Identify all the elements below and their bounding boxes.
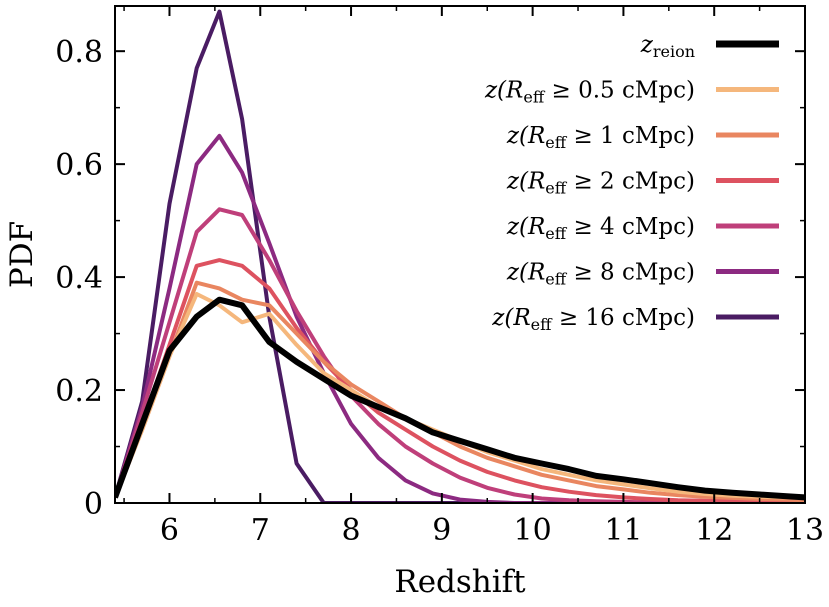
x-tick-label: 10 [514, 513, 552, 548]
legend: zreion z(Reff ≥ 0.5 cMpc) z(Reff ≥ 1 cMpc)… [484, 32, 779, 334]
y-axis-label: PDF [4, 221, 40, 288]
legend-label-4: z(Reff ≥ 4 cMpc) [506, 214, 695, 243]
ticks: 6 7 8 9 10 11 12 13 0 0.2 0.4 0.6 0.8 [55, 6, 824, 548]
x-tick-label: 12 [695, 513, 733, 548]
legend-label-1: z(Reff ≥ 0.5 cMpc) [484, 78, 695, 107]
x-tick-label: 8 [342, 513, 361, 548]
series-line-0 [115, 296, 805, 501]
x-tick-label: 11 [604, 513, 642, 548]
series-line-6 [115, 9, 805, 503]
legend-label-5: z(Reff ≥ 8 cMpc) [506, 260, 695, 289]
legend-label-0: zreion [640, 32, 695, 61]
series-line-1 [115, 292, 805, 500]
x-axis-label: Redshift [394, 564, 526, 600]
series-line-5 [115, 133, 805, 503]
series-line-3 [115, 258, 805, 503]
x-tick-label: 7 [251, 513, 270, 548]
x-tick-label: 6 [160, 513, 179, 548]
y-tick-label: 0 [84, 487, 103, 522]
legend-label-3: z(Reff ≥ 2 cMpc) [506, 169, 695, 198]
axes [114, 5, 806, 504]
x-tick-label: 9 [432, 513, 451, 548]
y-tick-label: 0.2 [55, 374, 103, 409]
x-tick-label: 13 [786, 513, 824, 548]
y-tick-label: 0.4 [55, 261, 103, 296]
legend-label-2: z(Reff ≥ 1 cMpc) [506, 123, 695, 152]
y-tick-label: 0.8 [55, 35, 103, 70]
series-lines [115, 9, 805, 503]
series-line-2 [115, 280, 805, 503]
y-tick-label: 0.6 [55, 148, 103, 183]
plot-frame [114, 5, 806, 504]
legend-label-6: z(Reff ≥ 16 cMpc) [491, 305, 695, 334]
